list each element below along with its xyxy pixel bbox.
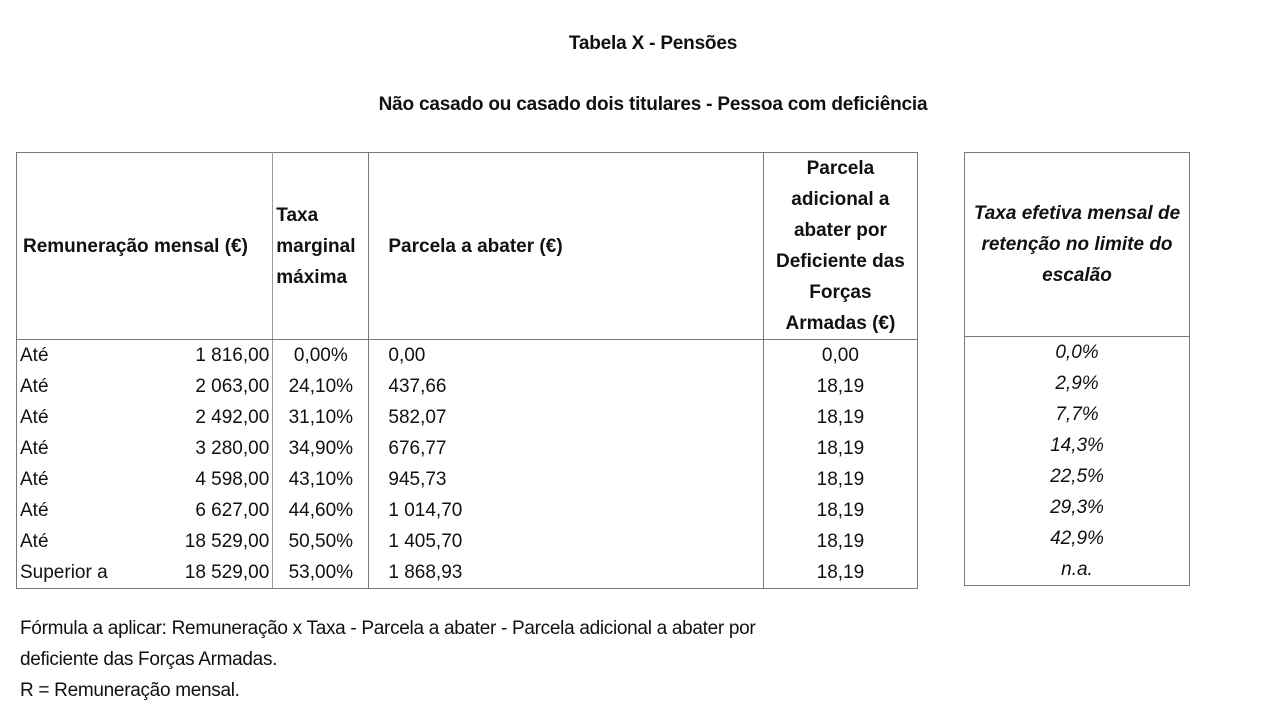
remuneracao-cell: Superior a 18 529,00	[17, 557, 273, 589]
adicional-cell: 18,19	[762, 371, 918, 402]
header-parcela-adicional: Parcela adicional a abater por Deficient…	[762, 152, 918, 340]
remuneracao-cell: Até 18 529,00	[17, 526, 273, 557]
header-parcela-abater: Parcela a abater (€)	[368, 152, 764, 340]
parcela-cell: 0,00	[368, 339, 764, 371]
parcela-cell: 1 014,70	[368, 495, 764, 526]
effective-rate-table: Taxa efetiva mensal de retenção no limit…	[964, 152, 1190, 586]
taxa-cell: 43,10%	[272, 464, 369, 495]
taxa-cell: 24,10%	[272, 371, 369, 402]
remuneracao-cell: Até 6 627,00	[17, 495, 273, 526]
table-row: 7,7%	[965, 399, 1190, 430]
remuneracao-value: 18 529,00	[184, 531, 270, 552]
adicional-cell: 18,19	[762, 526, 918, 557]
effective-rate-cell: 7,7%	[1055, 404, 1099, 425]
effective-rate-cell: n.a.	[1061, 559, 1093, 580]
parcela-cell: 945,73	[368, 464, 764, 495]
document-subtitle: Não casado ou casado dois titulares - Pe…	[378, 94, 928, 115]
taxa-cell: 53,00%	[272, 557, 369, 589]
header-taxa-efetiva: Taxa efetiva mensal de retenção no limit…	[964, 152, 1190, 337]
remuneracao-value: 2 492,00	[195, 407, 270, 428]
row-label: Até	[20, 407, 49, 428]
remuneracao-value: 6 627,00	[195, 500, 270, 521]
remuneracao-cell: Até 2 492,00	[17, 402, 273, 433]
formula-line-continued: deficiente das Forças Armadas.	[20, 649, 278, 670]
table-row: Até 1 816,00 0,00% 0,00 0,00	[17, 339, 918, 372]
table-row: Até 6 627,00 44,60% 1 014,70 18,19	[17, 495, 918, 526]
header-remuneracao: Remuneração mensal (€)	[16, 152, 273, 340]
adicional-cell: 0,00	[762, 339, 918, 371]
table-row: 29,3%	[965, 492, 1190, 523]
adicional-cell: 18,19	[762, 495, 918, 526]
remuneracao-value: 4 598,00	[195, 469, 270, 490]
remuneracao-value: 3 280,00	[195, 438, 270, 459]
table-header-row: Taxa efetiva mensal de retenção no limit…	[964, 152, 1190, 337]
table-row: Até 3 280,00 34,90% 676,77 18,19	[17, 433, 918, 464]
effective-rate-cell: 0,0%	[1055, 342, 1099, 363]
table-row: 14,3%	[965, 430, 1190, 461]
remuneracao-value: 1 816,00	[195, 345, 270, 366]
document-title: Tabela X - Pensões	[568, 33, 738, 54]
row-label: Até	[20, 345, 49, 366]
table-row: 2,9%	[965, 368, 1190, 399]
taxa-cell: 34,90%	[272, 433, 369, 464]
legend-line: R = Remuneração mensal.	[20, 680, 240, 701]
table-row: Até 2 063,00 24,10% 437,66 18,19	[17, 371, 918, 402]
remuneracao-value: 18 529,00	[184, 562, 270, 583]
adicional-cell: 18,19	[762, 433, 918, 464]
parcela-cell: 582,07	[368, 402, 764, 433]
table-row: 42,9%	[965, 523, 1190, 554]
formula-line: Fórmula a aplicar: Remuneração x Taxa - …	[20, 618, 756, 639]
table-row: 22,5%	[965, 461, 1190, 492]
adicional-cell: 18,19	[762, 464, 918, 495]
row-label: Superior a	[20, 562, 108, 583]
remuneracao-cell: Até 4 598,00	[17, 464, 273, 495]
effective-rate-cell: 14,3%	[1050, 435, 1104, 456]
header-taxa-marginal: Taxa marginal máxima	[272, 152, 369, 340]
remuneracao-cell: Até 2 063,00	[17, 371, 273, 402]
taxa-cell: 31,10%	[272, 402, 369, 433]
parcela-cell: 1 868,93	[368, 557, 764, 589]
effective-rate-cell: 22,5%	[1050, 466, 1104, 487]
parcela-cell: 437,66	[368, 371, 764, 402]
effective-rate-cell: 2,9%	[1055, 373, 1099, 394]
table-header-row: Remuneração mensal (€) Taxa marginal máx…	[16, 152, 918, 340]
table-row: Até 18 529,00 50,50% 1 405,70 18,19	[17, 526, 918, 557]
taxa-cell: 0,00%	[272, 339, 369, 371]
row-label: Até	[20, 438, 49, 459]
taxa-cell: 44,60%	[272, 495, 369, 526]
adicional-cell: 18,19	[762, 402, 918, 433]
formula-notes: Fórmula a aplicar: Remuneração x Taxa - …	[20, 613, 756, 706]
parcela-cell: 1 405,70	[368, 526, 764, 557]
remuneracao-value: 2 063,00	[195, 376, 270, 397]
remuneracao-cell: Até 3 280,00	[17, 433, 273, 464]
parcela-cell: 676,77	[368, 433, 764, 464]
row-label: Até	[20, 500, 49, 521]
table-row: Até 2 492,00 31,10% 582,07 18,19	[17, 402, 918, 433]
row-label: Até	[20, 531, 49, 552]
remuneracao-cell: Até 1 816,00	[17, 340, 273, 372]
table-row: n.a.	[965, 554, 1190, 586]
row-label: Até	[20, 376, 49, 397]
row-label: Até	[20, 469, 49, 490]
adicional-cell: 18,19	[762, 557, 918, 589]
table-row: Até 4 598,00 43,10% 945,73 18,19	[17, 464, 918, 495]
tax-bracket-table: Remuneração mensal (€) Taxa marginal máx…	[16, 152, 918, 589]
effective-rate-cell: 42,9%	[1050, 528, 1104, 549]
table-row: 0,0%	[965, 337, 1190, 369]
taxa-cell: 50,50%	[272, 526, 369, 557]
table-row: Superior a 18 529,00 53,00% 1 868,93 18,1…	[17, 557, 918, 589]
effective-rate-cell: 29,3%	[1050, 497, 1104, 518]
